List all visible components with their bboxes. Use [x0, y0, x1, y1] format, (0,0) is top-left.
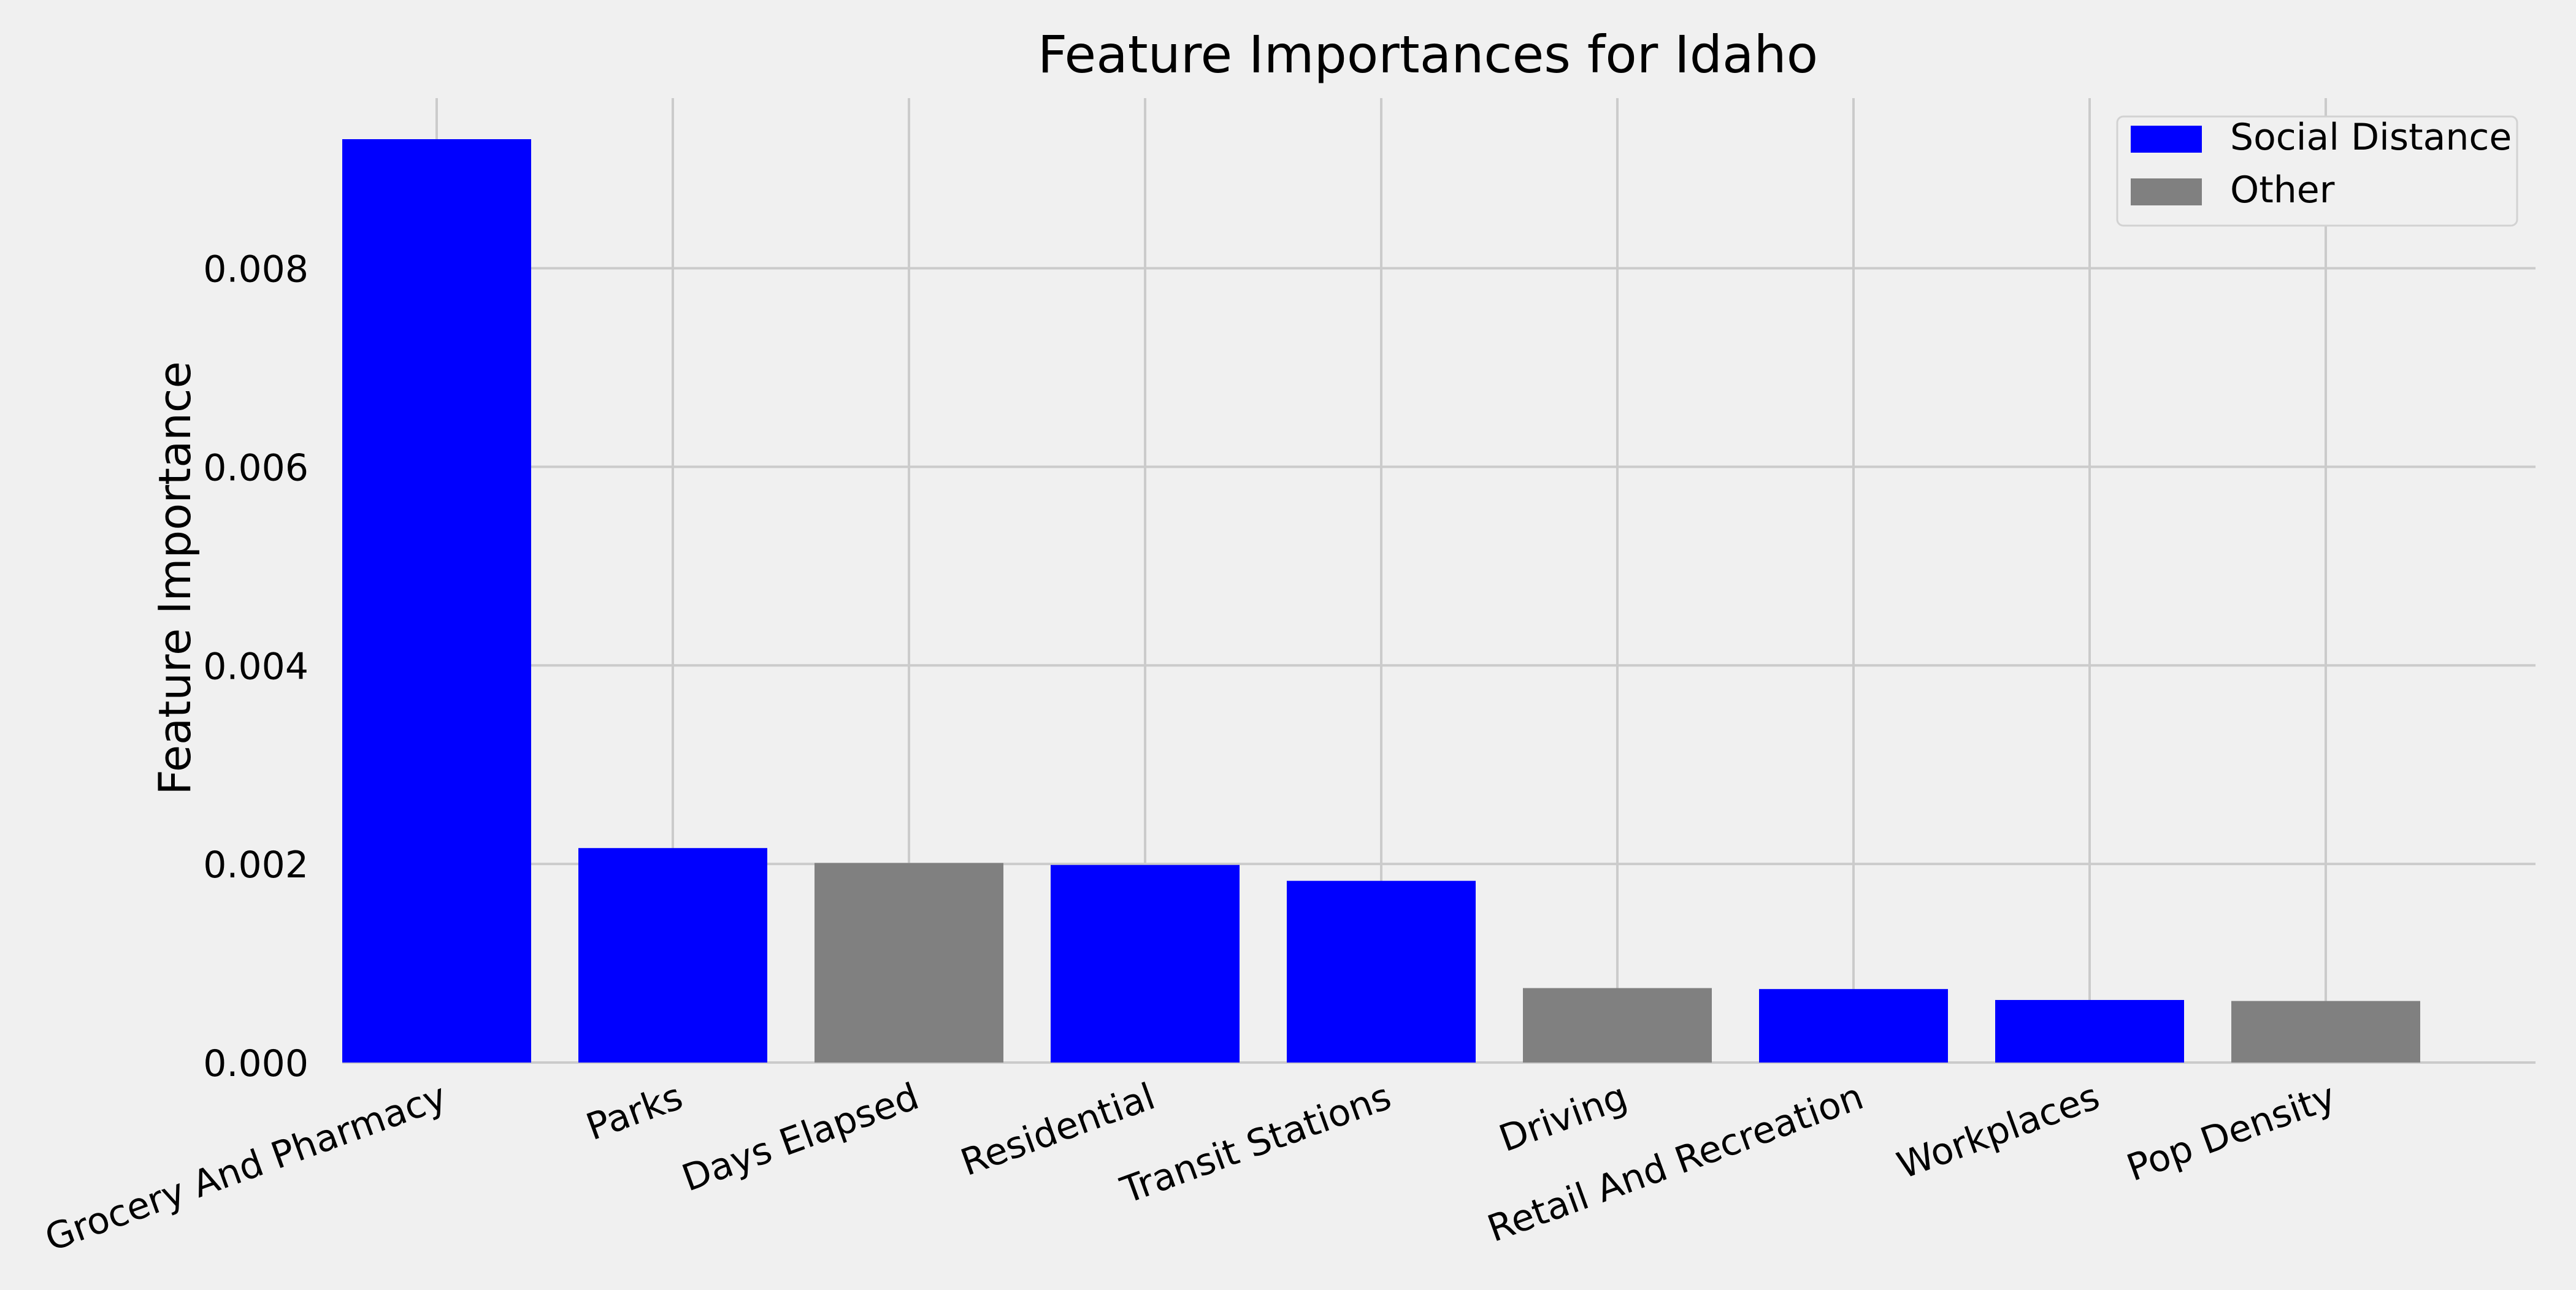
bar-parks: [578, 848, 767, 1063]
x-tick-label: Days Elapsed: [677, 1075, 924, 1200]
y-tick-label: 0.006: [203, 446, 309, 489]
legend-swatch-social-distance: [2131, 126, 2202, 153]
legend: Social Distance Other: [2116, 115, 2518, 227]
y-tick-label: 0.000: [203, 1042, 309, 1085]
legend-label-social-distance: Social Distance: [2230, 116, 2512, 159]
y-tick-label: 0.004: [203, 645, 309, 688]
legend-box: [2116, 115, 2518, 227]
bar-driving: [1523, 988, 1712, 1063]
x-tick-label: Driving: [1493, 1075, 1633, 1161]
legend-label-other: Other: [2230, 169, 2335, 212]
y-tick-label: 0.008: [203, 248, 309, 291]
legend-swatch-other: [2131, 178, 2202, 205]
bar-workplaces: [1995, 999, 2184, 1063]
x-tick-label: Transit Stations: [1115, 1075, 1397, 1212]
x-tick-label: Workplaces: [1892, 1075, 2105, 1188]
bar-residential: [1051, 864, 1240, 1063]
x-tick-label: Parks: [581, 1075, 688, 1149]
y-tick-labels: 0.000 0.002 0.004 0.006 0.008: [203, 248, 309, 1085]
y-axis-label: Feature Importance: [149, 361, 201, 795]
bar-retail-and-recreation: [1759, 989, 1948, 1063]
x-tick-label: Retail And Recreation: [1482, 1075, 1869, 1251]
chart-title: Feature Importances for Idaho: [1038, 25, 1818, 85]
x-tick-label: Pop Density: [2122, 1075, 2341, 1190]
bar-days-elapsed: [815, 863, 1003, 1063]
bar-pop-density: [2231, 1001, 2420, 1063]
x-tick-label: Grocery And Pharmacy: [40, 1075, 453, 1260]
y-tick-label: 0.002: [203, 844, 309, 887]
bars: [342, 139, 2420, 1063]
bar-grocery-and-pharmacy: [342, 139, 531, 1063]
bar-transit-stations: [1287, 880, 1476, 1063]
